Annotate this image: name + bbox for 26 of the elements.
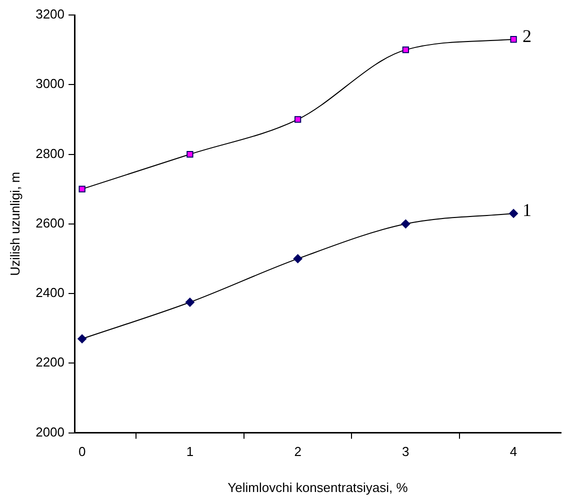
y-tick-label: 2400 [36,285,65,300]
x-tick-label: 4 [510,444,518,460]
point [294,116,302,123]
point [186,150,194,158]
x-axis-title: Yelimlovchi konsentratsiyasi, % [228,480,408,495]
y-tick-label: 3000 [36,76,65,92]
y-axis-title: Uzilish uzunligi, m [7,172,22,276]
point [510,36,517,43]
x-tick-label: 2 [294,444,302,460]
x-tick-label: 0 [78,444,86,460]
point [78,334,87,344]
series-label: 2 [522,26,532,46]
y-tick-label: 3200 [36,6,65,22]
point [78,186,86,192]
point [509,208,518,218]
point [401,219,410,228]
point [185,298,194,307]
y-tick-label: 2200 [36,354,65,370]
point [293,254,302,264]
y-tick-label: 2600 [36,215,65,230]
x-tick-label: 1 [186,444,194,460]
point [402,46,409,54]
y-tick-label: 2800 [36,146,65,161]
y-tick-label: 2000 [36,424,65,440]
x-tick-label: 3 [402,444,410,460]
series-label: 1 [522,200,532,220]
